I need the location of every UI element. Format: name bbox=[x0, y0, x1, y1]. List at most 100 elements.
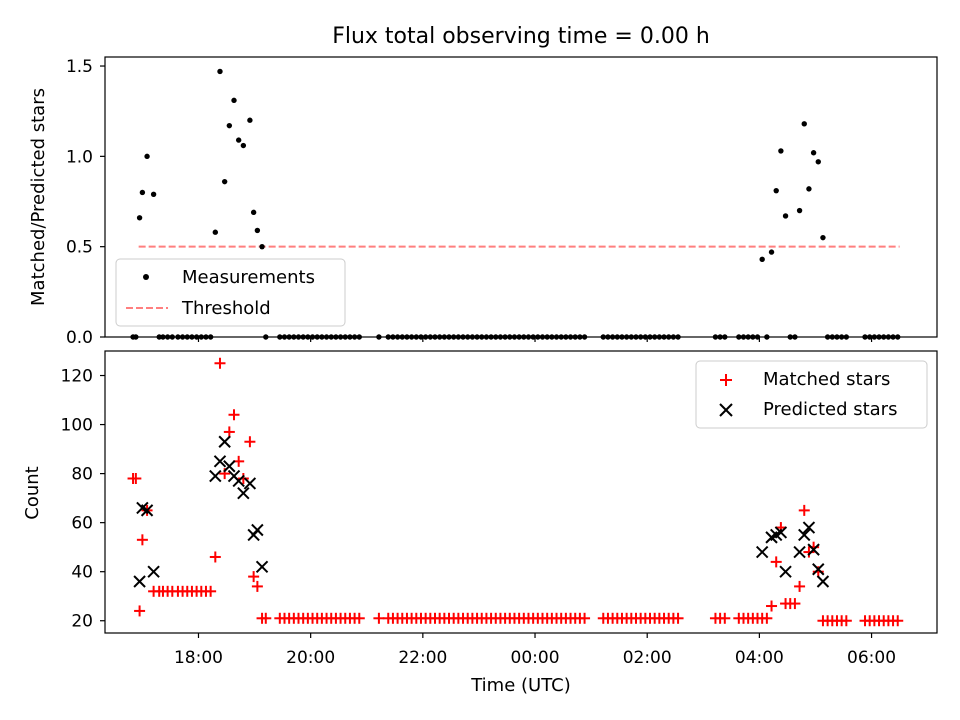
ratio-y-tick-label: 1.0 bbox=[66, 147, 93, 167]
matched-star-point bbox=[761, 612, 773, 624]
predicted-star-point bbox=[232, 474, 245, 488]
predicted-star-point bbox=[251, 523, 264, 537]
count-y-tick-label: 120 bbox=[61, 367, 93, 387]
predicted-star-stroke-b bbox=[232, 474, 245, 488]
measurement-point bbox=[221, 178, 228, 185]
predicted-star-point bbox=[147, 565, 160, 578]
predicted-star-point bbox=[218, 435, 231, 448]
measurement-point bbox=[235, 137, 242, 143]
predicted-star-point bbox=[812, 563, 825, 576]
predicted-star-stroke-b bbox=[223, 460, 236, 473]
predicted-star-point bbox=[807, 543, 820, 556]
count-legend: Matched stars Predicted stars bbox=[695, 360, 928, 429]
predicted-star-point bbox=[223, 460, 236, 473]
count-plot-frame bbox=[104, 350, 938, 634]
predicted-star-point bbox=[243, 477, 257, 490]
figure-title: Flux total observing time = 0.00 h bbox=[332, 24, 710, 49]
measurement-point bbox=[254, 227, 261, 234]
ratio-axes: 0.0 0.5 1.0 1.5 bbox=[66, 57, 873, 348]
predicted-star-stroke-b bbox=[243, 477, 257, 490]
predicted-star-stroke-b bbox=[812, 563, 825, 576]
predicted-star-stroke-b bbox=[140, 504, 154, 517]
predicted-star-stroke-b bbox=[147, 565, 160, 578]
predicted-star-stroke-b bbox=[133, 575, 146, 588]
count-x-tick-label: 00:00 bbox=[511, 648, 560, 668]
matched-star-point bbox=[840, 615, 852, 627]
predicted-star-stroke-b bbox=[807, 543, 820, 556]
predicted-star-point bbox=[133, 575, 146, 588]
ratio-y-axis-label: Matched/Predicted stars bbox=[28, 88, 49, 306]
measurement-point bbox=[139, 189, 146, 196]
measurement-point bbox=[136, 215, 143, 221]
count-y-axis-label: Count bbox=[22, 466, 43, 519]
count-y-tick-label: 40 bbox=[71, 563, 93, 583]
matched-star-point bbox=[789, 598, 801, 610]
matched-star-point bbox=[130, 473, 142, 485]
predicted-star-point bbox=[209, 469, 222, 483]
predicted-star-stroke-b bbox=[136, 501, 149, 515]
predicted-star-stroke-b bbox=[237, 487, 250, 500]
predicted-star-point bbox=[798, 528, 811, 542]
legend-matched-label: Matched stars bbox=[763, 369, 890, 390]
ratio-y-tick-label: 0.0 bbox=[66, 328, 93, 348]
predicted-star-point bbox=[140, 504, 154, 517]
measurement-point bbox=[801, 121, 807, 127]
matched-star-point bbox=[798, 504, 810, 516]
matched-star-point bbox=[237, 473, 249, 485]
count-panel: 20 40 60 80 100 120 18:00 20:00 22:00 00:00 02:00 0… bbox=[22, 350, 938, 696]
measurement-point bbox=[250, 209, 257, 216]
matched-star-point bbox=[260, 612, 272, 624]
ratio-y-tick-label: 1.5 bbox=[66, 57, 93, 77]
predicted-star-stroke-b bbox=[798, 528, 811, 542]
predicted-star-point bbox=[774, 526, 788, 539]
matched-star-point bbox=[373, 612, 385, 624]
predicted-star-stroke-b bbox=[209, 469, 222, 483]
measurement-point bbox=[247, 117, 253, 123]
matched-star-point bbox=[136, 534, 148, 546]
count-x-tick-label: 02:00 bbox=[623, 648, 672, 668]
legend-measurements-label: Measurements bbox=[182, 267, 315, 288]
matched-star-point bbox=[672, 612, 684, 624]
ratio-panel: 0.0 0.5 1.0 1.5 Matched/Predicted stars Mea… bbox=[28, 56, 938, 348]
predicted-star-point bbox=[255, 560, 269, 573]
legend-predicted-marker bbox=[719, 403, 733, 417]
legend-threshold-label: Threshold bbox=[181, 298, 271, 319]
matched-star-point bbox=[766, 600, 778, 612]
measurement-point bbox=[796, 207, 803, 214]
measurement-point bbox=[820, 234, 826, 241]
count-plot-content bbox=[127, 357, 904, 627]
measurement-point bbox=[231, 97, 237, 104]
predicted-star-stroke-b bbox=[218, 435, 231, 448]
measurement-point bbox=[782, 213, 789, 219]
matched-star-point bbox=[251, 580, 263, 592]
count-y-tick-label: 80 bbox=[71, 465, 93, 485]
predicted-star-point bbox=[816, 575, 830, 588]
predicted-star-point bbox=[779, 565, 792, 578]
matched-star-point bbox=[223, 426, 235, 438]
predicted-star-stroke-b bbox=[251, 523, 264, 537]
count-x-tick-label: 22:00 bbox=[398, 648, 447, 668]
measurement-point bbox=[150, 191, 157, 197]
measurement-point bbox=[240, 142, 247, 149]
legend-measurements-marker bbox=[143, 274, 149, 280]
predicted-star-stroke-b bbox=[255, 560, 269, 573]
predicted-star-stroke-b bbox=[755, 545, 769, 559]
predicted-star-stroke-b bbox=[774, 526, 788, 539]
predicted-star-point bbox=[755, 545, 769, 559]
matched-star-point bbox=[892, 615, 904, 627]
predicted-star-stroke-b bbox=[779, 565, 792, 578]
measurement-point bbox=[144, 153, 150, 160]
count-x-tick-label: 18:00 bbox=[174, 648, 223, 668]
matched-star-point bbox=[205, 585, 217, 597]
matched-star-point bbox=[214, 357, 226, 369]
matched-star-point bbox=[794, 580, 806, 592]
predicted-star-point bbox=[237, 487, 250, 500]
count-y-tick-label: 60 bbox=[71, 514, 93, 534]
count-legend-box bbox=[695, 360, 928, 429]
count-y-tick-label: 100 bbox=[61, 416, 93, 436]
measurement-point bbox=[217, 68, 223, 75]
ratio-legend: Measurements Threshold bbox=[115, 258, 346, 327]
matched-star-point bbox=[353, 612, 365, 624]
measurement-point bbox=[212, 229, 219, 235]
